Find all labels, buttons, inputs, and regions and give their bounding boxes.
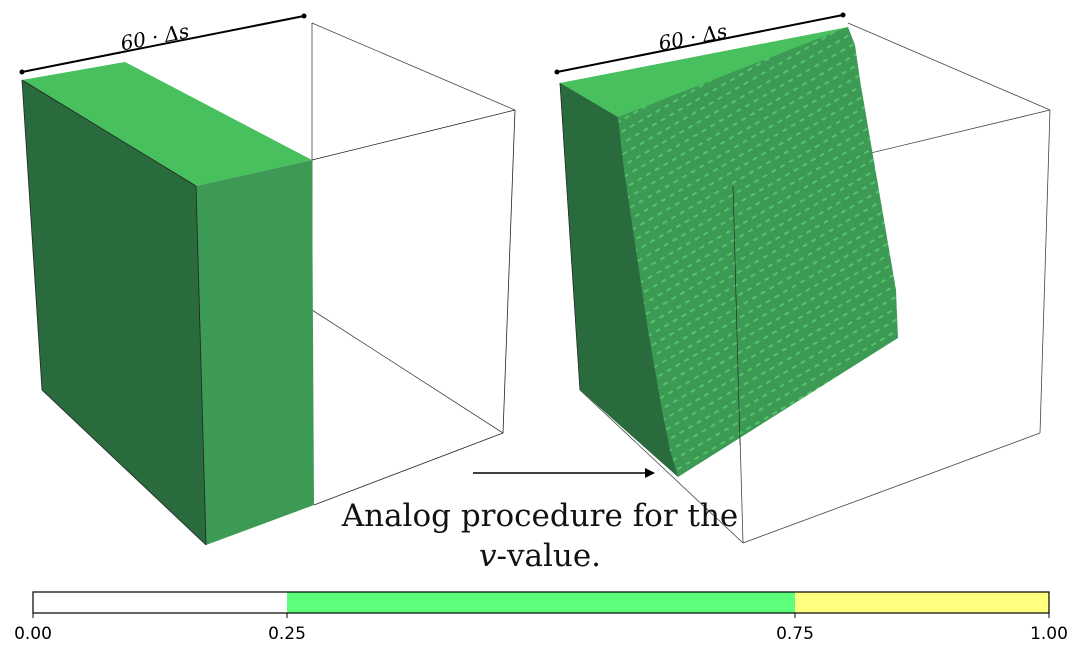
right-dimension-label: 60 · Δs — [657, 19, 730, 56]
caption-variable: v — [478, 538, 497, 574]
colorbar-tick-label: 1.00 — [1030, 624, 1068, 644]
colorbar-tick-label: 0.00 — [14, 624, 52, 644]
left-slab-left-face — [22, 80, 206, 545]
colorbar-border — [32, 591, 1050, 614]
colorbar-segment-0 — [33, 592, 287, 613]
right-wedge-left-face — [560, 83, 678, 477]
colorbar-tick-label: 0.75 — [776, 624, 814, 644]
colorbar-tick-label: 0.25 — [268, 624, 306, 644]
caption-line-2: v-value. — [340, 536, 740, 576]
right-cube-front-edges — [559, 82, 741, 446]
right-wedge-top-face — [560, 27, 850, 117]
left-cube-edges — [21, 79, 516, 546]
caption: Analog procedure for the v-value. — [340, 496, 740, 576]
left-panel: 60 · Δs — [19, 13, 516, 546]
left-dimension-label: 60 · Δs — [119, 19, 192, 56]
procedure-arrow — [473, 468, 655, 478]
colorbar — [32, 591, 1050, 618]
left-slab-front-face — [196, 160, 314, 545]
caption-line-1: Analog procedure for the — [341, 498, 739, 534]
colorbar-segment-2 — [795, 592, 1049, 613]
caption-line-2-rest: -value. — [496, 538, 602, 574]
left-slab-top-face — [22, 62, 312, 186]
right-wedge-slanted-surface — [618, 27, 898, 477]
left-cube-back-edges — [311, 22, 516, 434]
right-panel: 60 · Δs — [554, 12, 1051, 544]
colorbar-segment-1 — [287, 592, 795, 613]
left-dimension-marker: 60 · Δs — [19, 13, 307, 75]
